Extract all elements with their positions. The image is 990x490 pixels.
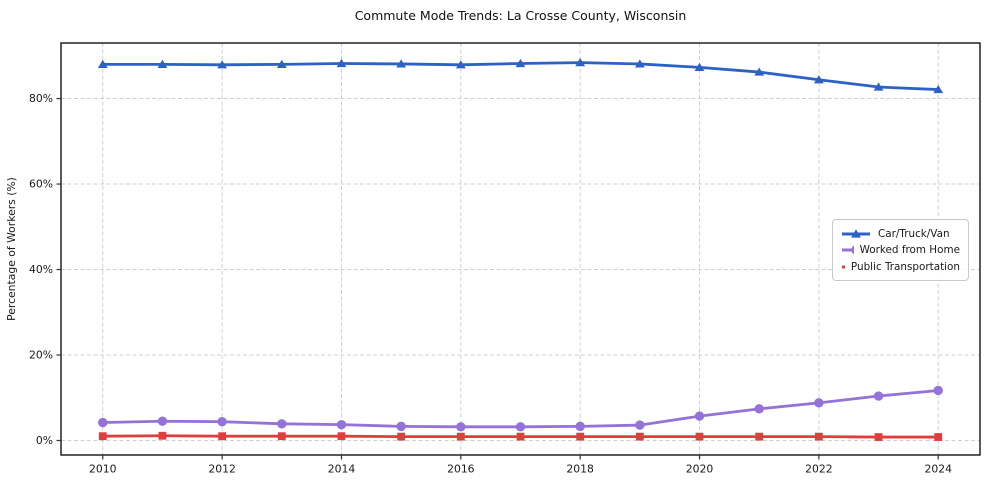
series-car-truck-van-marker (455, 60, 466, 69)
series-car-truck-van-marker (396, 59, 407, 68)
series-public-transportation-marker (218, 432, 227, 441)
public-transportation-legend-swatch (842, 265, 845, 268)
series-car-truck-van-marker (754, 67, 765, 76)
series-worked-from-home-marker (456, 422, 466, 432)
worked-from-home-legend-marker-icon (851, 245, 854, 255)
car-truck-van-legend-marker-icon (851, 228, 861, 238)
y-tick-label: 80% (29, 92, 53, 105)
series-car-truck-van-marker (157, 59, 168, 68)
series-car-truck-van-marker (694, 62, 705, 71)
series-worked-from-home-marker (575, 421, 585, 432)
series-public-transportation-marker (814, 432, 823, 441)
worked-from-home-legend-swatch (842, 245, 854, 255)
series-car-truck-van-marker (813, 75, 824, 84)
y-axis-label: Percentage of Workers (%) (5, 177, 18, 321)
legend-label-car-truck-van: Car/Truck/Van (878, 227, 950, 240)
series-worked-from-home-marker (277, 419, 287, 429)
series-worked-from-home-marker (694, 411, 705, 421)
legend-item-car-truck-van: Car/Truck/Van (840, 226, 960, 241)
series-car-truck-van-marker (634, 59, 645, 68)
series-public-transportation-marker (934, 433, 943, 441)
series-worked-from-home-marker (933, 385, 943, 396)
legend-label-worked-from-home: Worked from Home (859, 244, 960, 256)
axes-frame (60, 42, 981, 456)
y-tick-label: 0% (36, 434, 53, 447)
y-tick-label: 40% (29, 263, 53, 276)
series-car-truck-van-marker (515, 58, 526, 68)
series-car-truck-van-marker (575, 58, 586, 67)
series-worked-from-home-marker (98, 417, 108, 428)
series-car-truck-van-marker (217, 60, 228, 69)
series-worked-from-home-marker (217, 416, 227, 427)
series-car-truck-van-marker (276, 59, 287, 68)
x-tick-label: 2022 (805, 463, 832, 476)
series-worked-from-home-marker (873, 391, 884, 401)
series-car-truck-van-marker (97, 59, 108, 68)
legend-item-worked-from-home: Worked from Home (840, 243, 960, 258)
series-public-transportation-marker (874, 433, 883, 441)
series-car-truck-van-marker (933, 84, 944, 94)
series-public-transportation-marker (158, 431, 167, 440)
series-worked-from-home-marker (754, 404, 764, 414)
x-tick-label: 2016 (447, 463, 475, 476)
series-public-transportation-marker (277, 432, 286, 441)
x-tick-label: 2020 (686, 463, 714, 476)
series-worked-from-home-marker (814, 398, 824, 408)
series-worked-from-home-marker (157, 416, 168, 426)
series-public-transportation-marker (456, 432, 465, 441)
series-worked-from-home-line (101, 389, 940, 429)
series-public-transportation-marker (98, 432, 107, 441)
series-car-truck-van-marker (336, 58, 347, 68)
y-tick-label: 60% (29, 178, 53, 191)
car-truck-van-legend-swatch (842, 228, 870, 238)
series-public-transportation-marker (337, 432, 346, 441)
series-car-truck-van-marker (873, 82, 884, 91)
legend-label-public-transportation: Public Transportation (850, 260, 960, 273)
series-public-transportation-marker (695, 432, 704, 441)
x-tick-label: 2018 (566, 463, 594, 476)
series-worked-from-home-marker (336, 419, 347, 430)
y-tick-label: 20% (29, 349, 53, 362)
chart-legend: Car/Truck/Van Worked from Home Public Tran… (832, 219, 969, 281)
series-worked-from-home-marker (396, 421, 406, 432)
series-public-transportation-marker (516, 432, 525, 441)
series-public-transportation-marker (755, 432, 764, 441)
x-tick-label: 2010 (89, 463, 117, 476)
series-public-transportation-marker (397, 432, 406, 441)
series-worked-from-home-marker (635, 420, 645, 430)
series-worked-from-home-marker (515, 422, 526, 432)
series-public-transportation-marker (576, 432, 585, 441)
x-tick-label: 2014 (328, 463, 356, 476)
x-tick-label: 2012 (208, 463, 235, 476)
x-tick-label: 2024 (924, 463, 952, 476)
legend-item-public-transportation: Public Transportation (840, 259, 960, 274)
chart-title: Commute Mode Trends: La Crosse County, W… (354, 8, 687, 23)
series-public-transportation-marker (635, 432, 644, 441)
